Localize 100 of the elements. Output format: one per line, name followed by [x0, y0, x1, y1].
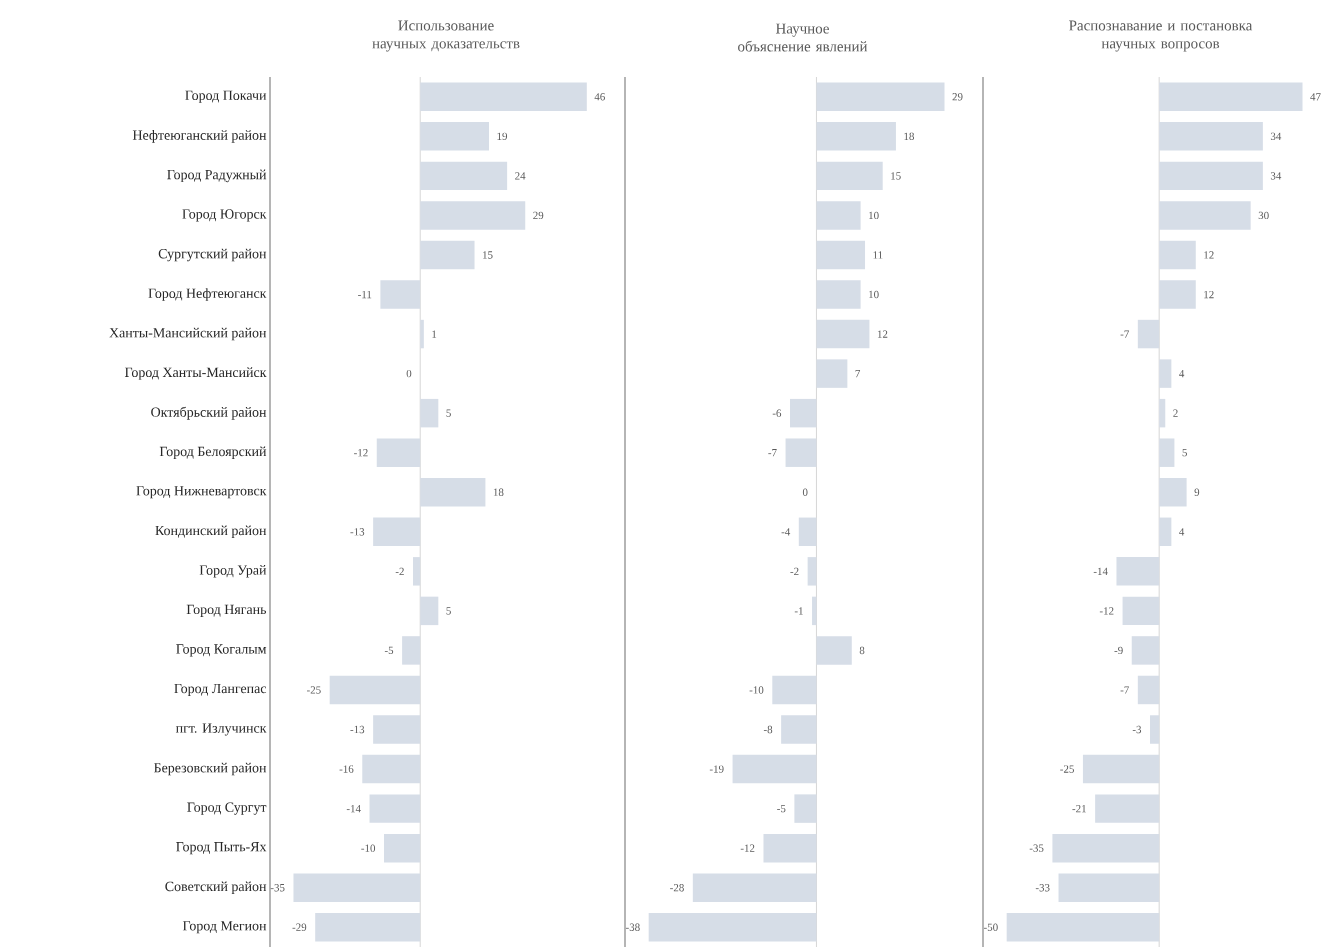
bar	[798, 517, 817, 547]
bar	[420, 122, 490, 151]
data-label: 47	[1310, 93, 1321, 101]
data-label: 46	[594, 93, 605, 101]
data-label: -5	[384, 646, 394, 655]
bar	[1159, 240, 1196, 270]
y-tick-label: Ханты-Мансийский район	[109, 327, 267, 341]
bar	[1150, 715, 1160, 744]
bar	[1159, 438, 1175, 467]
data-label: -10	[749, 686, 764, 694]
data-label: 29	[952, 93, 963, 101]
y-tick-label: Город Лангепас	[174, 683, 267, 697]
bar	[373, 715, 421, 744]
data-label: 0	[406, 369, 412, 378]
bar	[816, 201, 861, 230]
bar	[1159, 122, 1263, 151]
data-label: 12	[1204, 251, 1214, 259]
data-label: -35	[270, 884, 285, 892]
data-label: -10	[361, 844, 376, 852]
data-label: -35	[1029, 844, 1044, 852]
bar	[816, 280, 861, 309]
bar	[794, 794, 817, 823]
y-tick-label: Город Нягань	[186, 604, 267, 617]
data-label: 24	[515, 172, 526, 180]
data-label: 34	[1270, 132, 1282, 141]
bar	[1052, 833, 1160, 863]
bar	[816, 82, 945, 112]
data-label: -33	[1035, 884, 1050, 892]
data-label: -13	[350, 725, 365, 734]
bar	[1159, 478, 1187, 507]
y-tick-label: Город Сургут	[187, 802, 267, 815]
bar	[816, 122, 896, 151]
data-label: -6	[772, 409, 782, 417]
bar	[362, 754, 421, 784]
bar	[384, 833, 421, 863]
bar	[816, 161, 883, 191]
y-tick-label: Советский район	[165, 881, 267, 894]
data-label: 5	[446, 409, 451, 417]
data-label: -2	[395, 567, 404, 575]
data-label: -12	[354, 449, 368, 457]
data-label: 1	[432, 330, 437, 338]
bar	[1006, 913, 1160, 942]
data-label: 15	[891, 172, 901, 180]
bar	[373, 517, 421, 547]
bar	[420, 398, 439, 428]
data-label: -13	[350, 528, 365, 536]
data-label: -7	[1120, 330, 1129, 338]
y-tick-label: Город Мегион	[182, 921, 267, 934]
data-label: 29	[533, 211, 544, 220]
data-label: -14	[1093, 567, 1108, 575]
data-label: 10	[869, 290, 879, 299]
chart-title: Научное объяснение явлений	[738, 23, 868, 52]
bar	[402, 636, 421, 665]
bar	[420, 82, 587, 112]
data-label: -12	[740, 844, 755, 852]
y-tick-label: Город Ханты-Мансийск	[124, 367, 267, 380]
bar	[1137, 675, 1160, 705]
data-label: 18	[904, 132, 914, 141]
bar	[1122, 596, 1160, 626]
data-label: 8	[859, 646, 865, 655]
bar	[376, 438, 421, 467]
data-label: 5	[1182, 449, 1187, 457]
data-label: 18	[493, 488, 504, 496]
y-tick-label: Город Белоярский	[159, 446, 267, 459]
bar	[781, 715, 817, 744]
bar	[293, 873, 421, 902]
bar	[1082, 754, 1160, 784]
y-tick-label: Город Пыть-Ях	[176, 842, 267, 855]
chart-title: Использование научных доказательств	[372, 20, 520, 52]
bar	[1131, 636, 1160, 665]
data-label: -25	[1060, 765, 1074, 773]
y-tick-label: Город Радужный	[167, 169, 267, 183]
bar	[816, 240, 866, 270]
bar	[420, 161, 508, 191]
bar	[816, 319, 870, 349]
data-label: 5	[446, 607, 451, 615]
data-label: 0	[802, 488, 808, 496]
bar	[732, 754, 817, 784]
bar	[315, 913, 421, 942]
bar	[1159, 201, 1251, 230]
y-tick-label: Город Нижневартовск	[136, 486, 267, 499]
data-label: 15	[483, 251, 493, 259]
bar	[1159, 398, 1166, 428]
bar	[763, 833, 817, 863]
data-label: -7	[1120, 686, 1129, 694]
data-label: -2	[790, 567, 799, 575]
data-label: 4	[1179, 370, 1185, 378]
chart-title: Распознавание и постановка научных вопросов	[1069, 20, 1253, 52]
y-tick-label: Нефтеюганский район	[132, 130, 267, 143]
bar	[1159, 280, 1196, 309]
data-label: 11	[873, 251, 883, 259]
data-label: 4	[1179, 528, 1185, 536]
data-label: 2	[1173, 409, 1178, 417]
data-label: 30	[1258, 211, 1269, 220]
data-label: -5	[777, 804, 786, 813]
bar	[369, 794, 421, 823]
y-tick-label: Октябрьский район	[151, 406, 267, 420]
data-label: -16	[339, 765, 354, 773]
data-label: -7	[768, 449, 777, 457]
bar	[1137, 319, 1160, 349]
